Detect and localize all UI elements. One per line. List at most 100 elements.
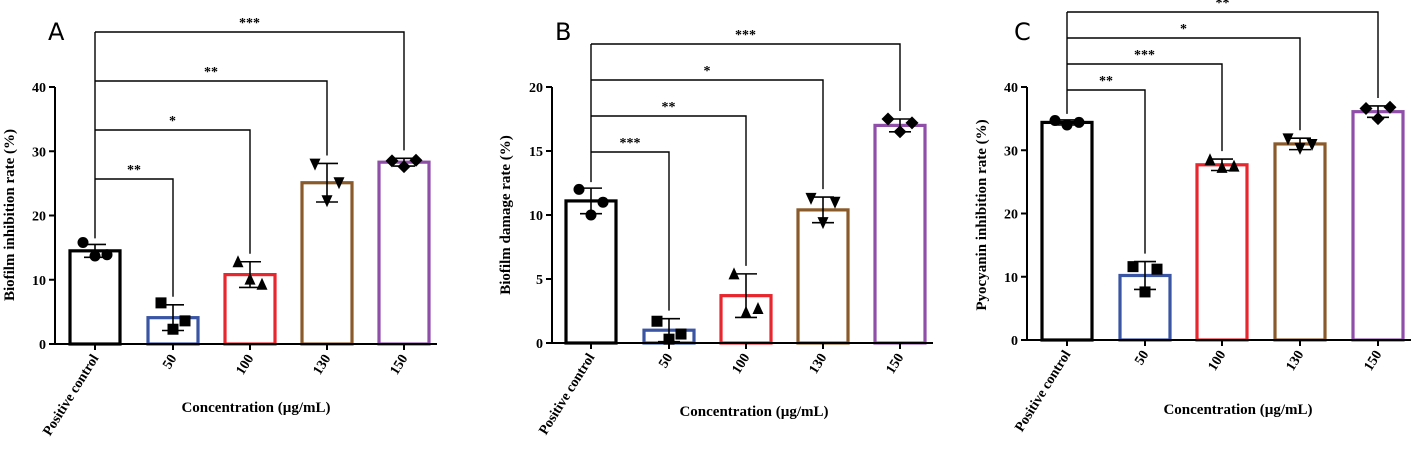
y-tick-label: 40 [32, 81, 46, 96]
data-point-2-1 [1216, 160, 1228, 173]
x-tick-label: 100 [730, 351, 754, 377]
bar-4 [377, 160, 431, 346]
x-tick-label: 50 [1132, 348, 1152, 368]
y-tick-label: 0 [39, 338, 46, 353]
y-axis-label-a: Biofilm inhibition rate (%) [2, 129, 18, 301]
x-tick-label: Positive control [537, 351, 599, 438]
y-tick-label: 20 [32, 210, 46, 225]
data-point-0-1 [89, 250, 101, 262]
y-tick-label: 15 [529, 145, 543, 160]
significance-stars: * [169, 114, 176, 129]
significance-stars: * [1180, 22, 1187, 37]
data-point-4-0 [385, 154, 399, 168]
x-tick-label: Positive control [41, 352, 103, 439]
data-point-3-2 [829, 196, 841, 209]
data-point-1-1 [663, 333, 675, 345]
x-tick-label: 130 [1284, 348, 1308, 374]
significance-bracket [95, 80, 328, 156]
data-point-0-2 [1073, 116, 1085, 128]
significance-stars: *** [239, 16, 260, 31]
significance-bracket [591, 79, 824, 190]
data-point-1-1 [167, 323, 179, 335]
x-tick-label: 150 [884, 351, 908, 377]
data-point-0-0 [573, 183, 585, 195]
significance-bracket [591, 115, 747, 266]
data-point-4-2 [1383, 100, 1397, 114]
data-point-2-0 [1204, 153, 1216, 166]
y-tick-label: 20 [529, 81, 543, 96]
data-point-4-1 [1371, 112, 1385, 126]
data-point-3-2 [1306, 139, 1318, 152]
significance-bracket [1067, 11, 1379, 98]
bar-0 [564, 199, 618, 345]
data-point-3-1 [1294, 142, 1306, 155]
data-point-2-0 [728, 267, 740, 280]
data-point-1-2 [179, 315, 191, 327]
data-point-4-1 [893, 125, 907, 139]
significance-bracket [1067, 89, 1146, 254]
data-point-3-0 [309, 158, 321, 171]
x-tick-label: 50 [160, 352, 180, 372]
bar-3 [796, 208, 850, 345]
data-point-0-0 [1049, 115, 1061, 127]
significance-bracket [1067, 63, 1223, 152]
data-point-4-2 [905, 116, 919, 130]
data-point-0-0 [77, 236, 89, 248]
data-point-2-0 [232, 255, 244, 268]
y-tick-label: 10 [1004, 271, 1018, 286]
data-point-0-1 [1061, 119, 1073, 131]
x-tick-label: 100 [234, 352, 258, 378]
significance-stars: ** [127, 163, 141, 178]
data-point-2-2 [1228, 159, 1240, 172]
x-axis-label-a: Concentration (µg/mL) [181, 400, 330, 416]
bar-3 [1273, 142, 1327, 342]
y-tick-label: 10 [32, 274, 46, 289]
data-point-3-1 [321, 195, 333, 208]
data-point-0-2 [597, 196, 609, 208]
data-point-4-1 [397, 160, 411, 174]
x-tick-label: 130 [807, 351, 831, 377]
significance-stars: ** [662, 100, 676, 115]
panel-label-c: C [1014, 18, 1031, 46]
data-point-4-2 [409, 153, 423, 167]
data-point-0-2 [101, 249, 113, 261]
data-point-0-1 [585, 209, 597, 221]
data-point-2-1 [244, 272, 256, 285]
x-tick-label: 130 [311, 352, 335, 378]
data-point-4-0 [881, 112, 895, 126]
significance-stars: *** [620, 136, 641, 151]
significance-bracket [95, 31, 405, 151]
x-tick-label: Positive control [1013, 348, 1075, 435]
significance-stars: *** [735, 28, 756, 43]
bar-4 [873, 123, 927, 345]
significance-bracket [591, 151, 670, 311]
y-tick-label: 40 [1004, 81, 1018, 96]
panel-label-a: A [48, 18, 65, 46]
significance-stars: * [704, 64, 711, 79]
significance-stars: ** [1099, 74, 1113, 89]
data-point-2-2 [752, 301, 764, 314]
x-tick-label: 150 [1362, 348, 1386, 374]
data-point-3-0 [1282, 133, 1294, 146]
data-point-1-2 [675, 328, 687, 340]
data-point-3-1 [817, 217, 829, 230]
panel-label-b: B [555, 18, 571, 46]
data-point-3-0 [805, 192, 817, 205]
significance-bracket [1067, 37, 1301, 131]
significance-stars: ** [1216, 0, 1230, 11]
data-point-4-0 [1359, 102, 1373, 116]
significance-stars: ** [204, 65, 218, 80]
data-point-2-2 [256, 277, 268, 290]
bar-0 [68, 249, 122, 346]
y-tick-label: 0 [1011, 334, 1018, 349]
y-tick-label: 20 [1004, 208, 1018, 223]
y-axis-label-c: Pyocyanin inhibition rate (%) [974, 119, 990, 310]
x-tick-label: 150 [388, 352, 412, 378]
